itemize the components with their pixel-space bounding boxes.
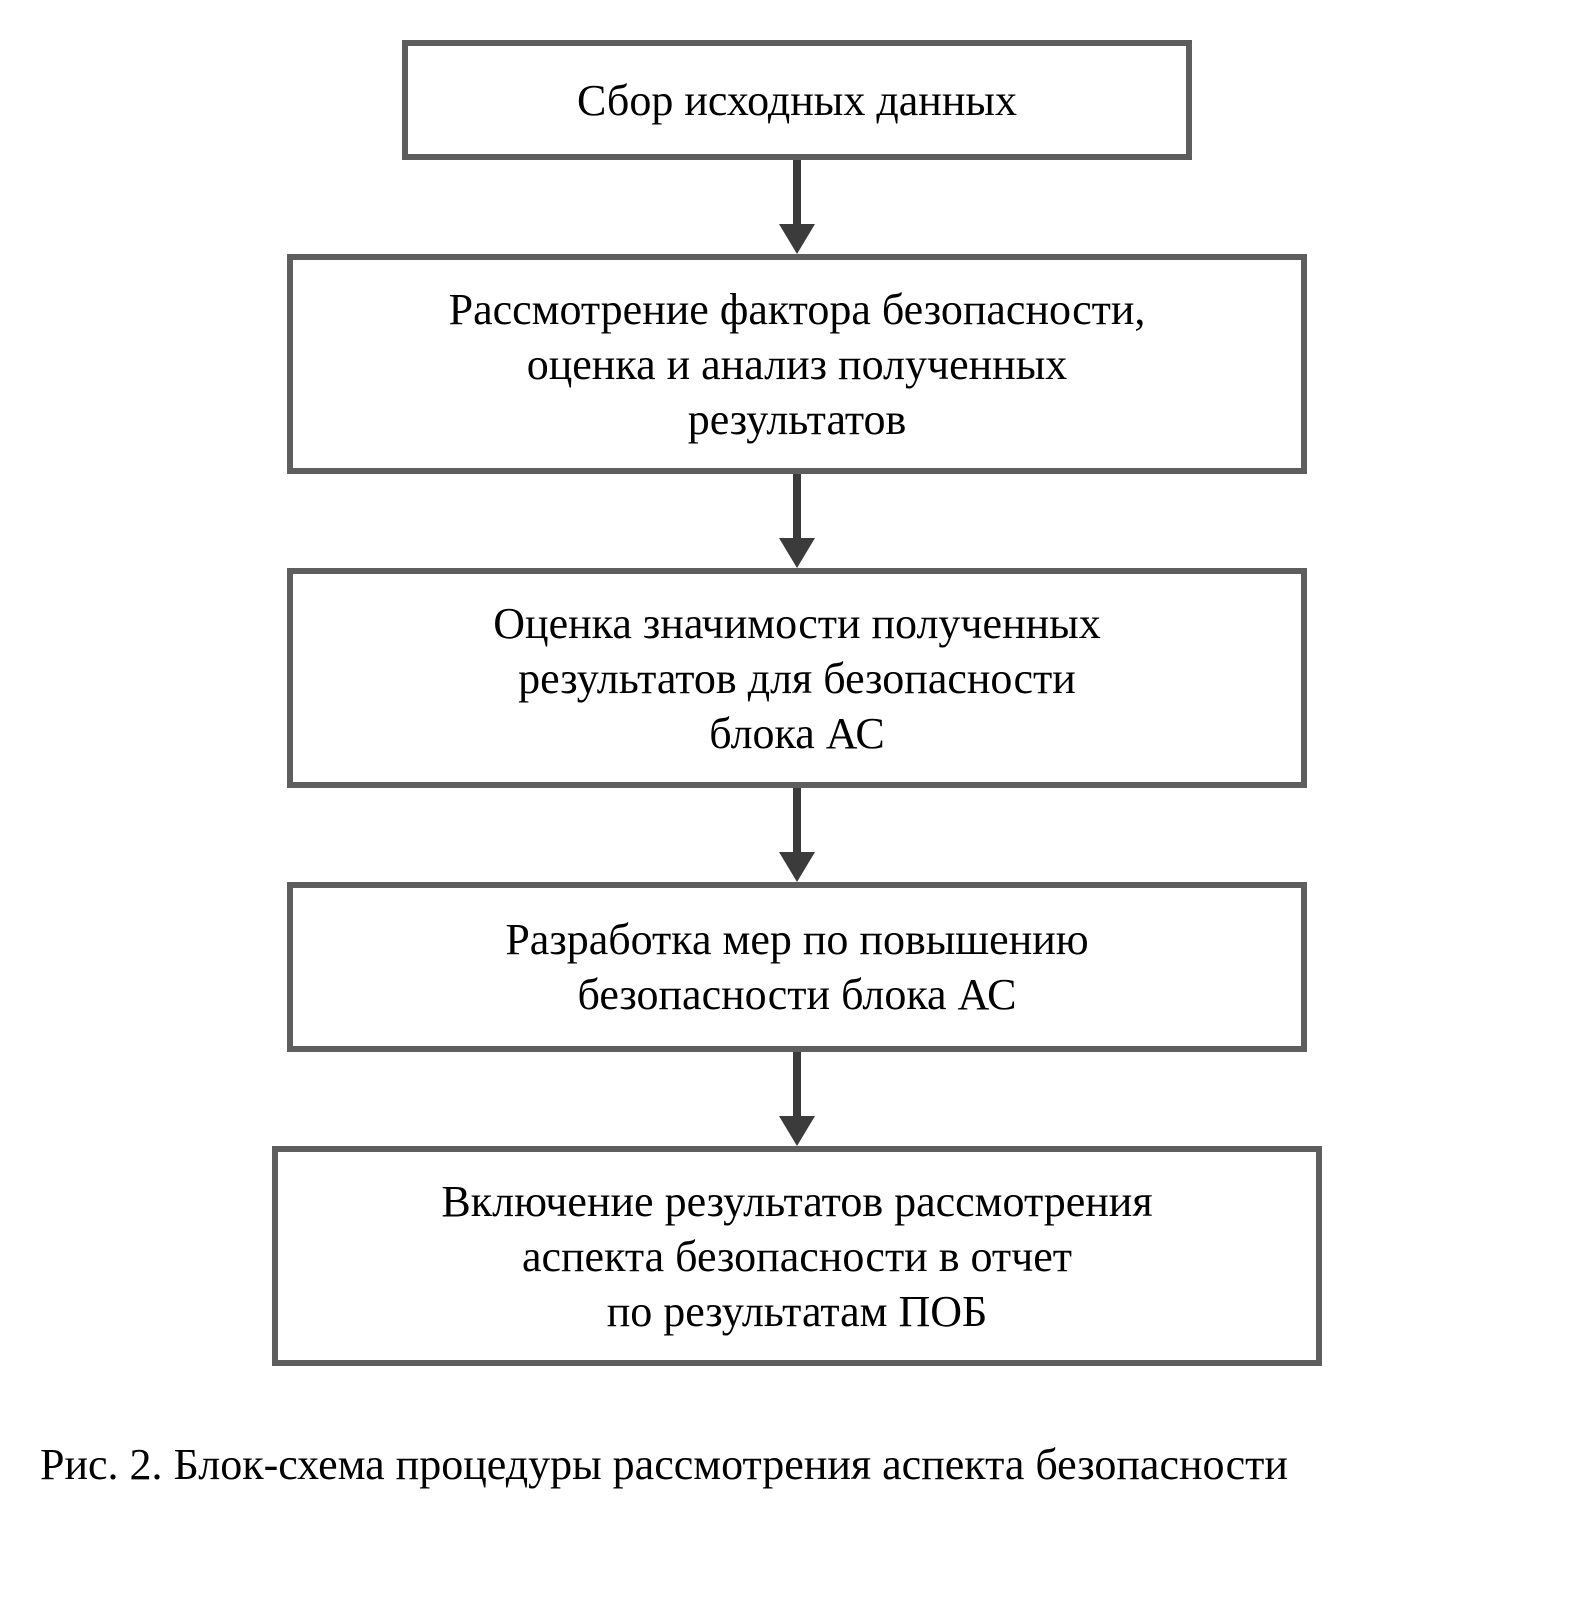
arrow-shaft [793, 788, 801, 852]
flow-arrow [779, 160, 815, 254]
flow-node-label: Разработка мер по повышению безопасности… [505, 912, 1088, 1022]
flow-node-label: Сбор исходных данных [577, 73, 1017, 128]
flow-node-label: Включение результатов рассмотрения аспек… [441, 1174, 1152, 1339]
flow-node-label: Рассмотрение фактора безопасности, оценк… [449, 282, 1146, 447]
arrow-head-icon [779, 852, 815, 882]
flow-arrow [779, 474, 815, 568]
flow-arrow [779, 788, 815, 882]
flow-arrow [779, 1052, 815, 1146]
flow-node-n2: Рассмотрение фактора безопасности, оценк… [287, 254, 1307, 474]
arrow-head-icon [779, 538, 815, 568]
page: Сбор исходных данных Рассмотрение фактора… [0, 0, 1594, 1553]
arrow-shaft [793, 160, 801, 224]
arrow-head-icon [779, 224, 815, 254]
arrow-shaft [793, 1052, 801, 1116]
arrow-shaft [793, 474, 801, 538]
figure-caption: Рис. 2. Блок-схема процедуры рассмотрени… [40, 1436, 1554, 1493]
flow-node-n1: Сбор исходных данных [402, 40, 1192, 160]
flow-node-n4: Разработка мер по повышению безопасности… [287, 882, 1307, 1052]
flowchart: Сбор исходных данных Рассмотрение фактора… [40, 40, 1554, 1366]
flow-node-n5: Включение результатов рассмотрения аспек… [272, 1146, 1322, 1366]
arrow-head-icon [779, 1116, 815, 1146]
flow-node-n3: Оценка значимости полученных результатов… [287, 568, 1307, 788]
flow-node-label: Оценка значимости полученных результатов… [493, 596, 1101, 761]
